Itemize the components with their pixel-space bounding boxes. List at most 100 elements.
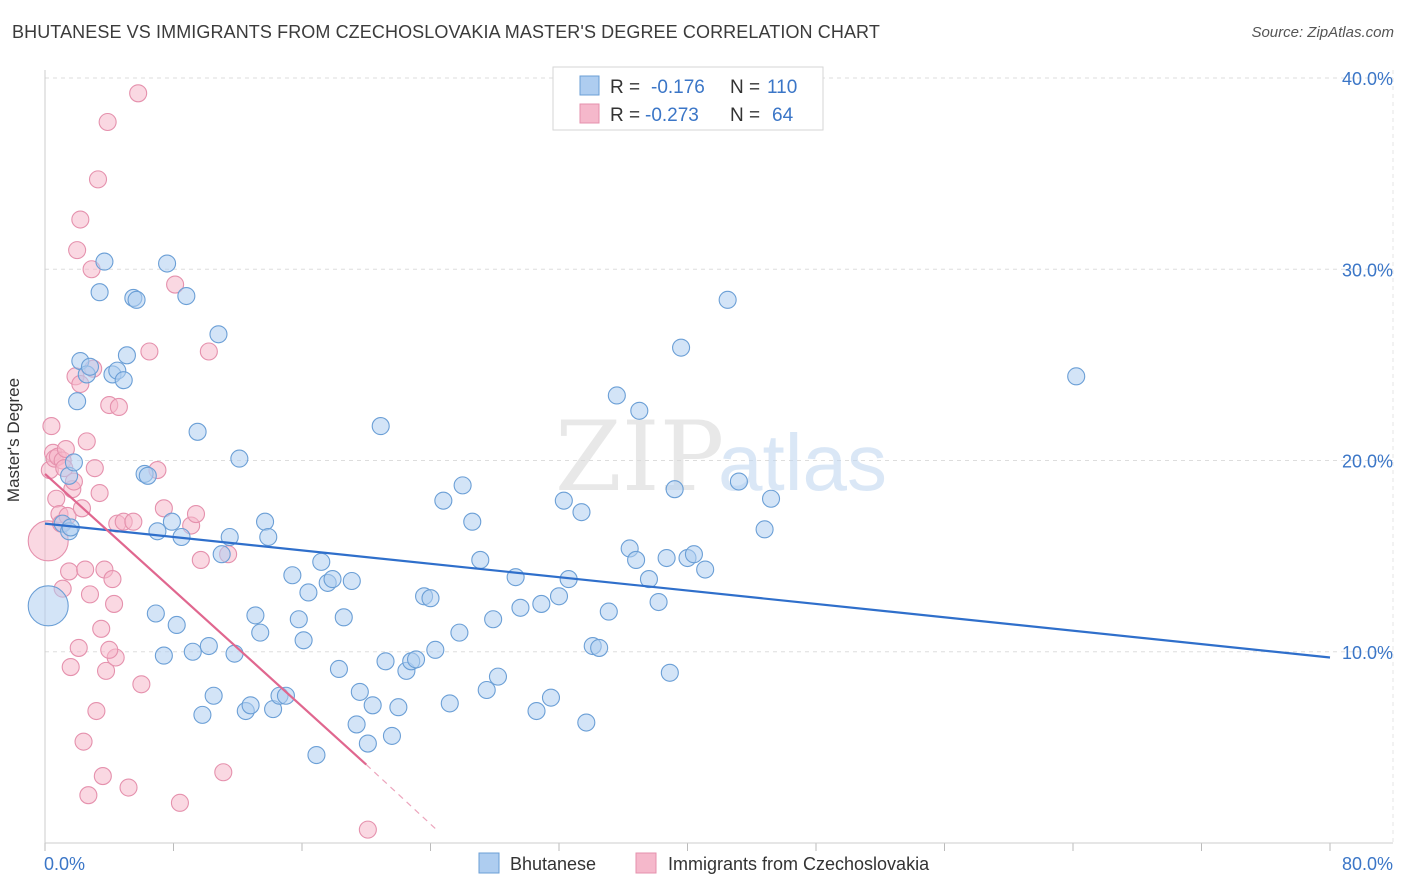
blue-data-point	[363, 696, 382, 715]
blue-data-point	[358, 734, 377, 753]
blue-data-point	[371, 417, 390, 436]
legend-n-label-blue: N =	[730, 77, 760, 98]
pink-data-point	[79, 786, 98, 805]
watermark: ZIP atlas	[555, 401, 887, 513]
blue-data-point	[251, 623, 270, 642]
blue-data-point	[68, 392, 87, 411]
blue-data-point	[148, 522, 167, 541]
y-axis-label-wrap: Master's Degree	[4, 378, 24, 502]
blue-data-point	[323, 570, 342, 589]
legend-r-value-pink: -0.273	[645, 105, 699, 126]
blue-data-point	[755, 520, 774, 539]
pink-data-point	[92, 619, 111, 638]
pink-data-point	[98, 112, 117, 132]
pink-data-point	[77, 432, 96, 451]
blue-data-point	[334, 608, 353, 627]
pink-data-point	[199, 342, 218, 361]
pink-data-point	[42, 417, 61, 436]
bottom-legend: Bhutanese Immigrants from Czechoslovakia	[478, 852, 930, 874]
blue-data-point	[183, 642, 202, 661]
chart-title: BHUTANESE VS IMMIGRANTS FROM CZECHOSLOVA…	[12, 22, 880, 42]
pink-data-point	[76, 560, 95, 579]
blue-data-point	[230, 449, 249, 468]
legend-n-value-blue: 110	[767, 77, 797, 98]
blue-data-point	[204, 686, 223, 705]
blue-data-point	[220, 527, 239, 547]
blue-data-point	[577, 713, 596, 732]
blue-data-point	[188, 422, 207, 441]
legend-swatch-blue	[579, 75, 600, 96]
blue-data-point	[549, 587, 569, 606]
legend-r-label-pink: R =	[610, 105, 640, 126]
bottom-legend-swatch-pink	[635, 852, 657, 874]
pink-data-point	[61, 657, 80, 677]
blue-data-point	[259, 527, 278, 547]
blue-data-point	[80, 357, 100, 376]
legend-n-label-pink: N =	[730, 105, 760, 126]
blue-data-point	[554, 491, 573, 510]
pink-data-point	[132, 675, 151, 694]
pink-data-point	[69, 638, 88, 657]
blue-data-point	[158, 254, 177, 273]
blue-data-point	[241, 696, 260, 715]
blue-data-point	[289, 610, 308, 629]
pink-data-point	[103, 570, 122, 589]
pink-data-point	[74, 732, 93, 751]
blue-data-point	[389, 698, 408, 717]
blue-data-point	[376, 652, 395, 671]
blue-data-point	[463, 512, 482, 531]
blue-data-point	[167, 615, 186, 635]
grid-layer	[44, 70, 1394, 851]
blue-data-point	[146, 604, 165, 623]
pink-data-point	[191, 550, 210, 570]
blue-data-point	[572, 503, 591, 522]
blue-data-point	[329, 659, 348, 679]
blue-data-point	[471, 550, 490, 570]
blue-data-point	[599, 602, 618, 621]
blue-data-point	[294, 631, 313, 650]
blue-data-point	[138, 466, 157, 485]
pink-trend-extension	[365, 764, 439, 832]
pink-data-point	[71, 210, 90, 229]
bottom-legend-label-pink: Immigrants from Czechoslovakia	[668, 854, 930, 874]
blue-data-point	[649, 592, 668, 612]
blue-data-point	[729, 472, 748, 491]
blue-data-point	[684, 545, 703, 564]
blue-data-point	[477, 680, 496, 700]
blue-data-point	[453, 476, 472, 495]
y-tick-label: 30.0%	[1342, 260, 1393, 280]
pink-data-point	[186, 504, 206, 524]
blue-data-point	[283, 566, 302, 585]
pink-data-point	[100, 640, 119, 659]
blue-data-point	[212, 545, 231, 564]
blue-data-point	[307, 745, 326, 765]
blue-data-point	[95, 252, 114, 271]
blue-data-point	[193, 705, 212, 724]
blue-data-point	[440, 694, 459, 713]
blue-data-point	[64, 453, 83, 472]
blue-data-point	[209, 325, 228, 344]
blue-data-point	[511, 598, 530, 617]
blue-data-point	[590, 638, 609, 657]
blue-data-point	[256, 512, 275, 531]
legend-r-label-blue: R =	[610, 77, 640, 98]
blue-data-point	[162, 512, 181, 531]
blue-trend-line	[44, 522, 1331, 659]
y-tick-label: 20.0%	[1342, 452, 1393, 472]
blue-data-point	[27, 585, 69, 627]
blue-data-point	[127, 290, 146, 309]
blue-data-point	[434, 491, 453, 510]
pink-data-point	[47, 489, 66, 508]
pink-data-point	[105, 594, 124, 613]
blue-data-point	[90, 283, 109, 302]
pink-data-point	[109, 397, 128, 417]
blue-data-point	[627, 550, 646, 570]
y-tick-label: 10.0%	[1342, 643, 1393, 663]
y-tick-label: 40.0%	[1342, 69, 1393, 89]
blue-data-point	[718, 290, 737, 309]
pink-data-point	[124, 512, 143, 531]
pink-data-point	[90, 483, 109, 503]
blue-data-point	[342, 571, 361, 591]
blue-data-point	[406, 650, 426, 669]
